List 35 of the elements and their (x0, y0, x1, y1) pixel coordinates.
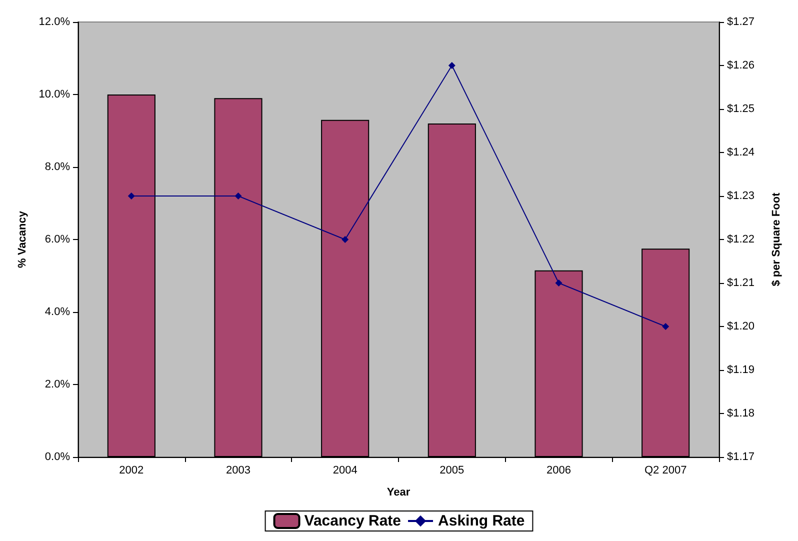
point (448, 62, 456, 69)
y-tick-label: 8.0% (44, 161, 70, 173)
x-axis-title: Year (386, 486, 411, 498)
point (555, 280, 562, 286)
legend-label: Asking Rate (438, 512, 525, 530)
y2-tick-label: $1.25 (727, 103, 755, 115)
y2-tick-label: $1.27 (727, 16, 755, 28)
y2-tick-label: $1.23 (727, 190, 755, 202)
x-tick-label: 2003 (226, 464, 250, 476)
y-axis-title: % Vacancy (16, 210, 28, 268)
point (342, 236, 349, 243)
y2-tick-label: $1.22 (727, 234, 755, 246)
y-tick-label: 6.0% (44, 234, 70, 246)
point (128, 192, 135, 200)
y2-tick-label: $1.17 (727, 451, 755, 463)
y2-tick-label: $1.20 (727, 320, 755, 332)
x-tick-label: 2006 (546, 464, 571, 476)
x-tick-label: Q2 2007 (644, 464, 687, 476)
legend-label: Vacancy Rate (304, 512, 402, 530)
point (234, 192, 242, 200)
point (662, 323, 670, 330)
y2-axis-title: $ per Square Foot (770, 192, 782, 286)
y2-tick-label: $1.26 (727, 60, 755, 72)
y2-tick-label: $1.24 (727, 146, 755, 158)
y-tick-label: 2.0% (44, 378, 70, 390)
x-tick-label: 2004 (332, 464, 358, 476)
y-tick-label: 0.0% (44, 451, 70, 463)
y2-tick-label: $1.21 (727, 277, 755, 289)
y-tick-label: 10.0% (38, 88, 70, 100)
y2-tick-label: $1.19 (727, 364, 755, 376)
x-tick-label: 2005 (440, 464, 464, 476)
y-tick-label: 4.0% (44, 306, 70, 318)
x-tick-label: 2002 (119, 464, 144, 476)
y-tick-label: 12.0% (38, 16, 70, 28)
y2-tick-label: $1.18 (727, 408, 755, 420)
